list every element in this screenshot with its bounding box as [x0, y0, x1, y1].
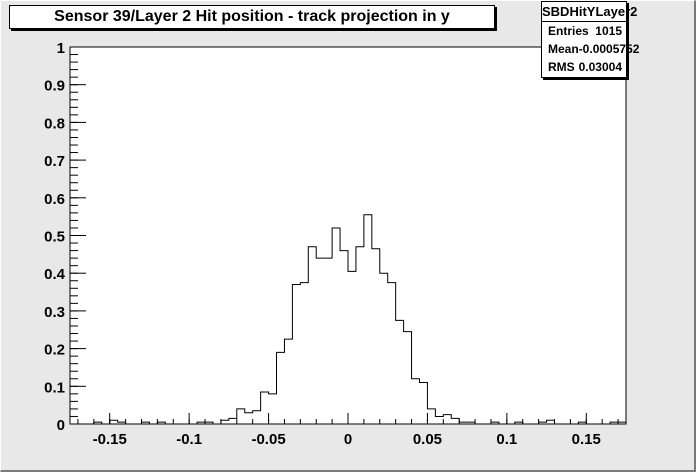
histogram-bin — [292, 285, 300, 424]
histogram-bin — [547, 420, 555, 424]
histogram-bin — [332, 228, 340, 424]
histogram-bin — [269, 394, 277, 424]
histogram-bin — [364, 215, 372, 424]
histogram-bin — [356, 247, 364, 424]
stats-row-rms: RMS 0.03004 — [542, 58, 626, 76]
y-tick-label: 0.7 — [44, 153, 65, 170]
histogram-bin — [284, 339, 292, 424]
x-tick-label: -0.15 — [93, 431, 127, 448]
histogram-bin — [427, 409, 435, 424]
stats-value: 0.03004 — [578, 60, 622, 74]
stats-name: SBDHitYLayer2 — [542, 2, 637, 22]
y-tick-label: 0 — [57, 417, 65, 434]
x-tick-label: 0.15 — [572, 431, 601, 448]
y-tick-label: 0.5 — [44, 229, 65, 246]
histogram-bin — [372, 249, 380, 424]
histogram-bin — [300, 283, 308, 424]
y-tick-label: 0.9 — [44, 78, 65, 95]
histogram-bin — [435, 416, 443, 424]
histogram-bin — [404, 332, 412, 424]
chart-title: Sensor 39/Layer 2 Hit position - track p… — [9, 5, 495, 29]
histogram-bin — [340, 251, 348, 424]
histogram-bin — [261, 392, 269, 424]
histogram-bin — [324, 258, 332, 424]
histogram-bin — [380, 273, 388, 424]
histogram-bin — [253, 411, 261, 424]
stats-row-mean: Mean -0.0005752 — [542, 40, 639, 58]
x-tick-label: 0.1 — [496, 431, 517, 448]
histogram-bin — [396, 320, 404, 424]
y-tick-label: 0.6 — [44, 191, 65, 208]
histogram-bin — [443, 415, 451, 424]
stats-value: -0.0005752 — [578, 42, 640, 56]
histogram-bin — [388, 283, 396, 424]
y-tick-label: 0.1 — [44, 379, 65, 396]
x-tick-label: -0.05 — [251, 431, 285, 448]
histogram-bin — [229, 418, 237, 424]
stats-label: Mean — [548, 42, 579, 56]
histogram-bin — [419, 383, 427, 424]
histogram-bin — [221, 420, 229, 424]
stats-label: RMS — [548, 60, 575, 74]
stats-label: Entries — [548, 24, 589, 38]
histogram-bin — [412, 379, 420, 424]
histogram-bin — [316, 258, 324, 424]
histogram-bin — [308, 247, 316, 424]
x-tick-label: 0.05 — [413, 431, 442, 448]
histogram-bin — [245, 413, 253, 424]
histogram-bin — [237, 409, 245, 424]
plot-frame — [70, 47, 626, 424]
histogram-bin — [451, 418, 459, 424]
y-tick-label: 0.8 — [44, 115, 65, 132]
histogram-bin — [277, 352, 285, 424]
x-tick-label: -0.1 — [176, 431, 202, 448]
stats-box: SBDHitYLayer2 Entries 1015 Mean -0.00057… — [541, 1, 639, 78]
x-tick-label: 0 — [344, 431, 352, 448]
y-tick-label: 0.3 — [44, 304, 65, 321]
stats-row-entries: Entries 1015 — [542, 22, 626, 40]
y-tick-label: 0.2 — [44, 342, 65, 359]
histogram-bin — [348, 271, 356, 424]
y-tick-label: 0.4 — [44, 266, 66, 283]
histogram-bin — [110, 420, 118, 424]
y-tick-label: 1 — [57, 40, 65, 57]
stats-value: 1015 — [595, 24, 622, 38]
